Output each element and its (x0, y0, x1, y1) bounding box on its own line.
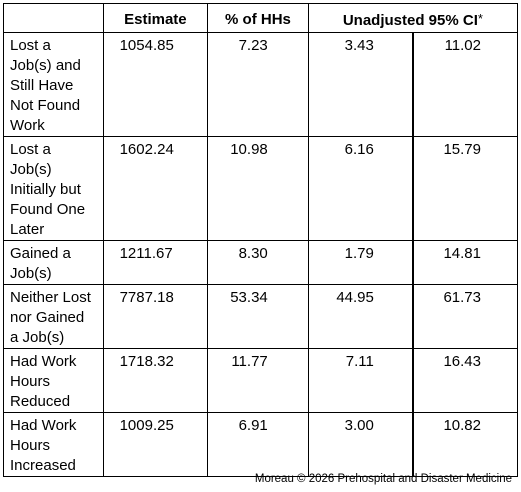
header-ci-label: Unadjusted 95% CI (342, 11, 478, 29)
row-label: Lost a Job(s) and Still Have Not Found W… (3, 32, 104, 137)
table-row: Gained a Job(s) 1211.67 8.30 1.79 14.81 (3, 240, 518, 285)
copyright-footer: Moreau © 2026 Prehospital and Disaster M… (254, 473, 512, 485)
cell-ci-high: 10.82 (411, 412, 518, 477)
cell-estimate: 1602.24 (102, 136, 209, 241)
cell-ci-high: 16.43 (411, 348, 518, 413)
cell-ci-high: 15.79 (411, 136, 518, 241)
results-table: Estimate % of HHs Unadjusted 95% CI* Los… (3, 3, 519, 477)
row-label: Gained a Job(s) (3, 240, 104, 285)
row-label: Had Work Hours Reduced (3, 348, 104, 413)
row-label: Lost a Job(s) Initially but Found One La… (3, 136, 104, 241)
cell-ci-low: 3.43 (307, 32, 414, 137)
cell-pct: 11.77 (207, 348, 309, 413)
cell-estimate: 1054.85 (102, 32, 209, 137)
cell-pct: 7.23 (207, 32, 309, 137)
cell-estimate: 7787.18 (102, 284, 209, 349)
table-row: Had Work Hours Reduced 1718.32 11.77 7.1… (3, 348, 518, 413)
table-row: Lost a Job(s) Initially but Found One La… (3, 136, 518, 241)
cell-estimate: 1211.67 (102, 240, 209, 285)
cell-ci-low: 44.95 (307, 284, 414, 349)
header-row: Estimate % of HHs Unadjusted 95% CI* (3, 3, 519, 33)
header-pct: % of HHs (207, 3, 309, 33)
cell-pct: 6.91 (207, 412, 309, 477)
row-label: Neither Lost nor Gained a Job(s) (3, 284, 104, 349)
table-row: Neither Lost nor Gained a Job(s) 7787.18… (3, 284, 518, 349)
header-row-label (3, 3, 104, 33)
header-ci-note: * (477, 10, 483, 26)
table-row: Had Work Hours Increased 1009.25 6.91 3.… (3, 412, 518, 477)
cell-ci-low: 7.11 (307, 348, 414, 413)
header-estimate: Estimate (102, 3, 209, 33)
cell-ci-high: 61.73 (411, 284, 518, 349)
cell-ci-low: 3.00 (307, 412, 414, 477)
cell-ci-high: 11.02 (411, 32, 518, 137)
cell-ci-low: 1.79 (307, 240, 414, 285)
cell-pct: 10.98 (207, 136, 309, 241)
row-label: Had Work Hours Increased (3, 412, 104, 477)
cell-estimate: 1718.32 (102, 348, 209, 413)
cell-ci-high: 14.81 (411, 240, 518, 285)
header-ci: Unadjusted 95% CI* (307, 3, 519, 33)
cell-pct: 8.30 (207, 240, 309, 285)
table-row: Lost a Job(s) and Still Have Not Found W… (3, 32, 518, 137)
cell-estimate: 1009.25 (102, 412, 209, 477)
cell-pct: 53.34 (207, 284, 309, 349)
cell-ci-low: 6.16 (307, 136, 414, 241)
